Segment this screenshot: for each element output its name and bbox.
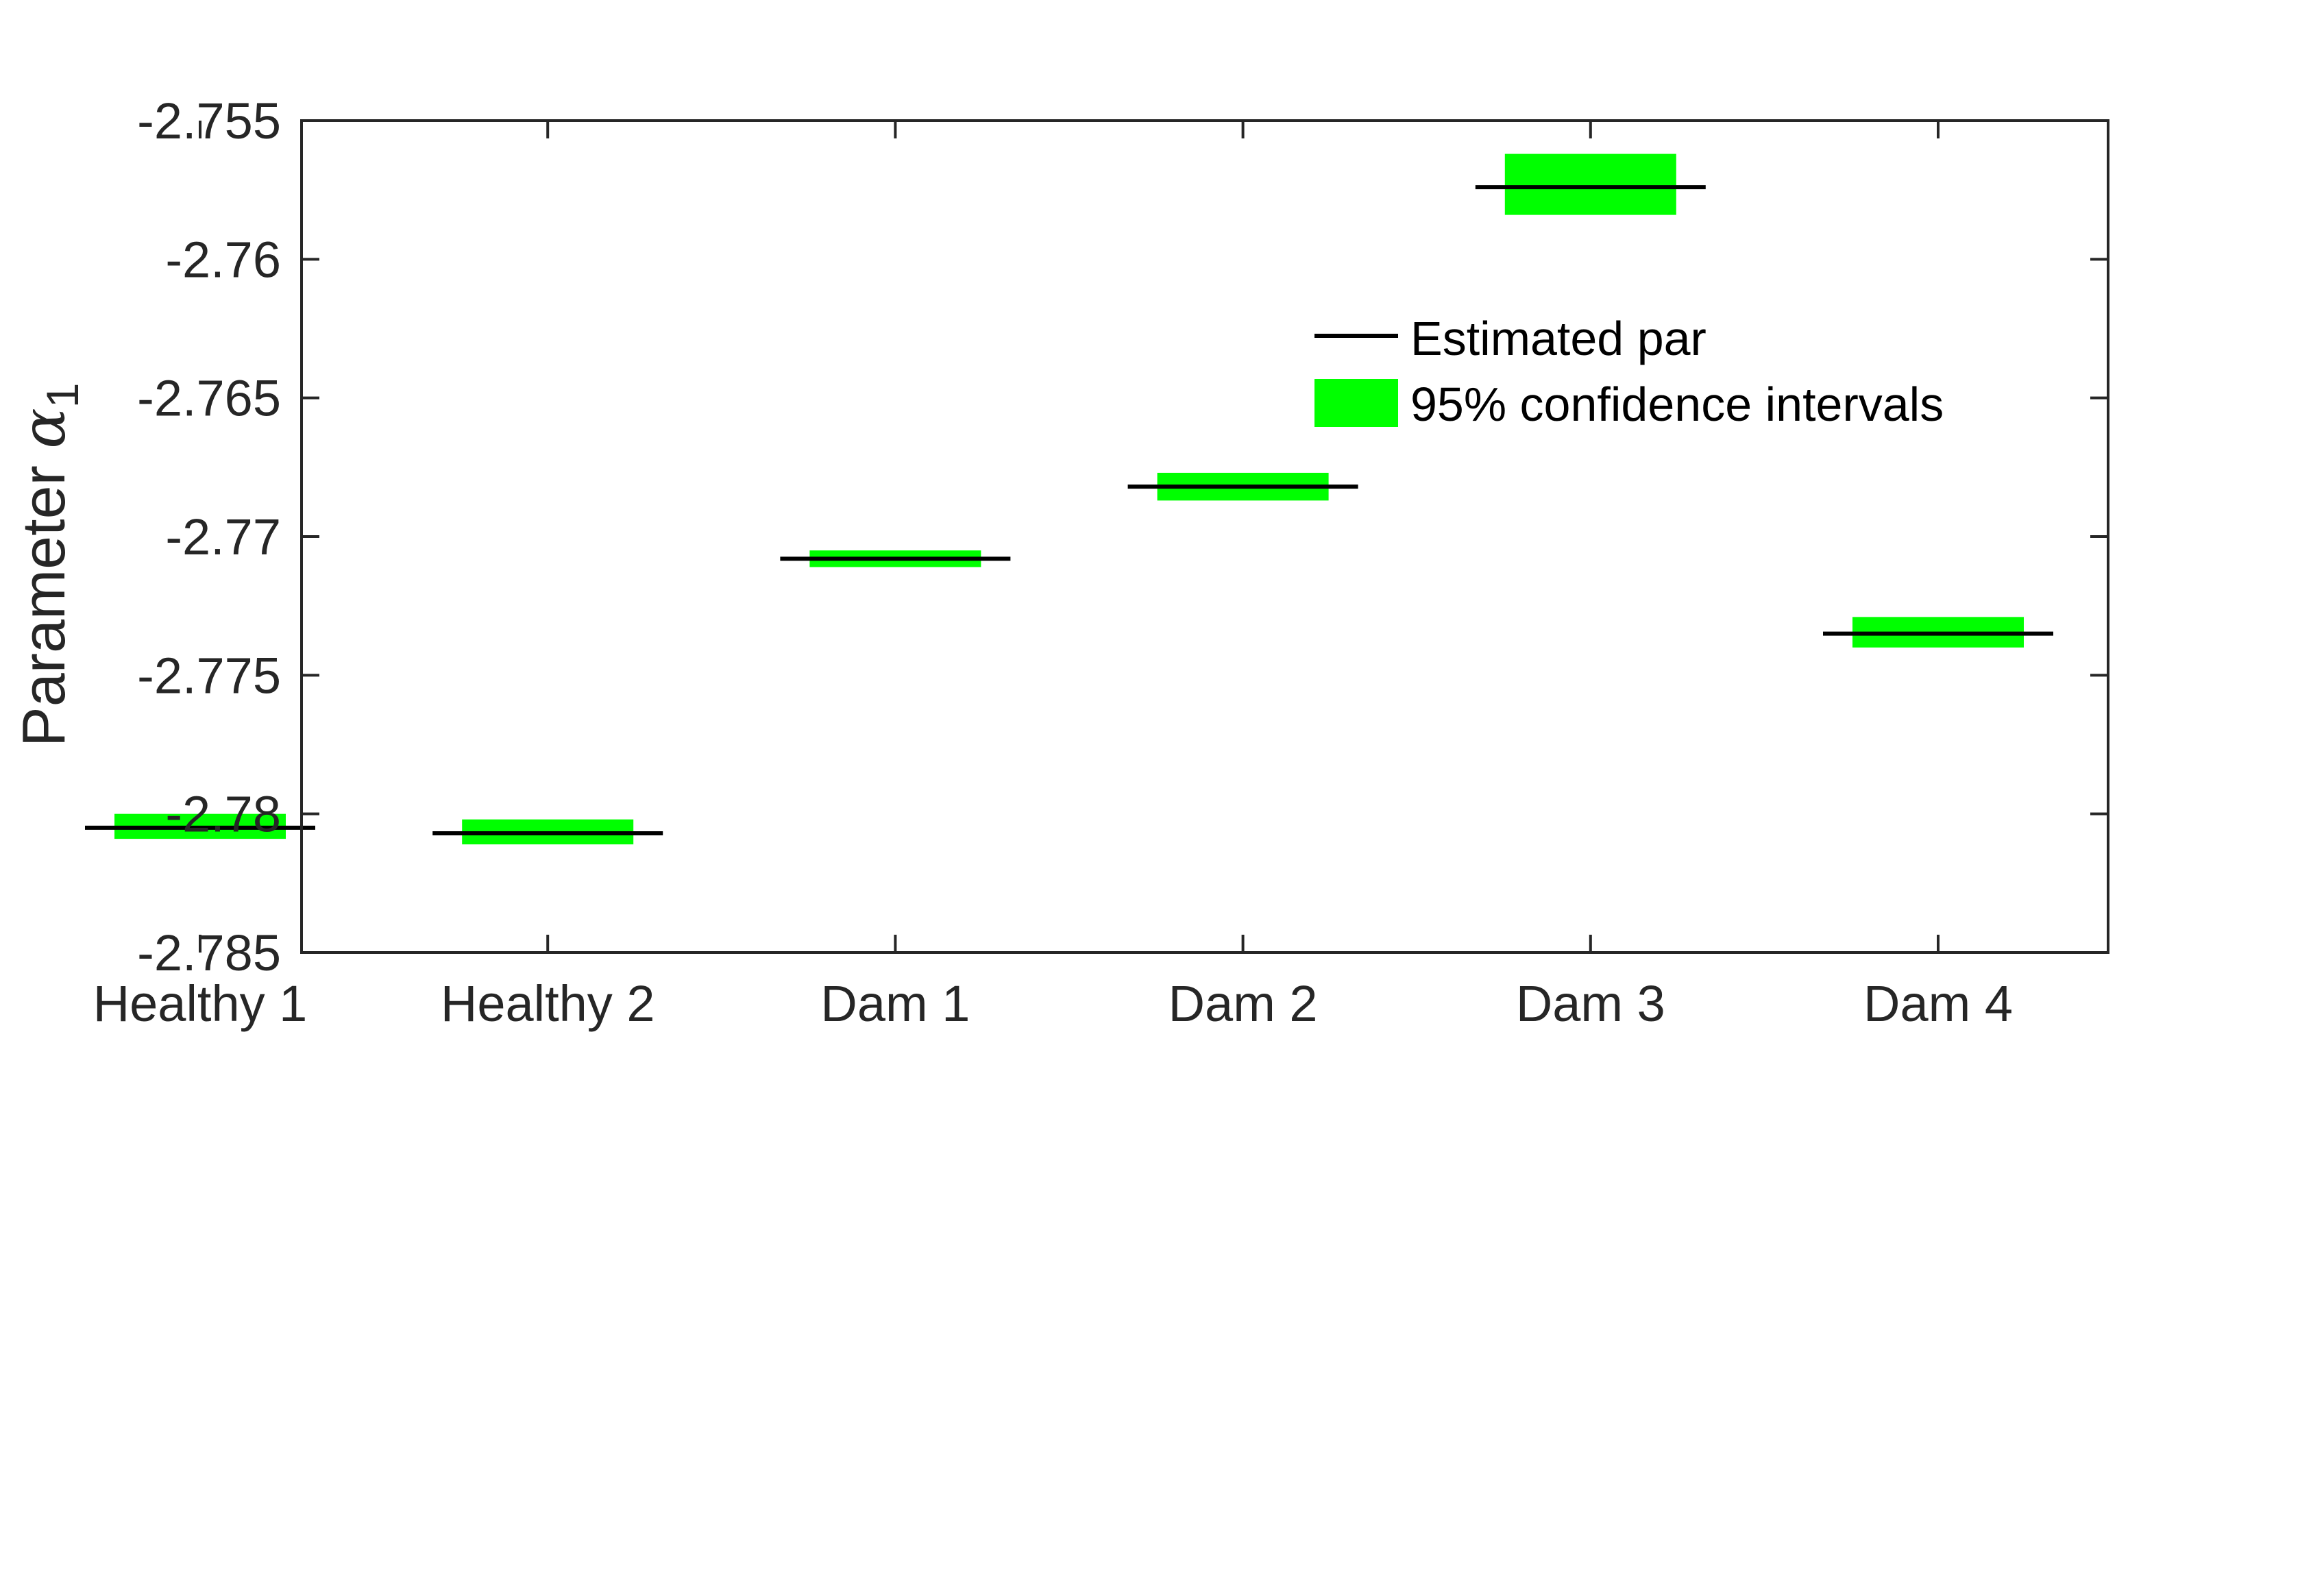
y-axis-label: Parameter α1: [8, 383, 88, 747]
y-tick-label: -2.77: [165, 508, 281, 565]
y-tick-label: -2.76: [165, 231, 281, 288]
legend: Estimated par 95% confidence intervals: [1314, 312, 1944, 431]
legend-label-interval: 95% confidence intervals: [1410, 378, 1944, 431]
y-axis-label-text: Parameter α1: [8, 383, 88, 747]
y-tick-label: -2.785: [137, 924, 281, 981]
y-tick-label: -2.775: [137, 647, 281, 704]
y-axis-label-subscript: 1: [37, 383, 88, 408]
plot-area: [85, 154, 2053, 845]
y-tick-label: -2.78: [165, 786, 281, 843]
legend-box-swatch: [1314, 379, 1398, 427]
y-axis-label-symbol: α: [8, 408, 79, 448]
x-tick-label: Healthy 2: [441, 975, 655, 1032]
y-tick-label: -2.765: [137, 370, 281, 427]
x-tick-label: Healthy 1: [93, 975, 308, 1032]
x-tick-label: Dam 1: [820, 975, 970, 1032]
x-tick-label: Dam 4: [1863, 975, 2013, 1032]
axes: -2.755-2.76-2.765-2.77-2.775-2.78-2.785H…: [93, 93, 2109, 1032]
ci-bar: [1504, 154, 1676, 215]
y-tick-label: -2.755: [137, 93, 281, 149]
x-tick-label: Dam 2: [1169, 975, 1318, 1032]
x-tick-label: Dam 3: [1516, 975, 1665, 1032]
legend-label-estimate: Estimated par: [1410, 312, 1706, 365]
